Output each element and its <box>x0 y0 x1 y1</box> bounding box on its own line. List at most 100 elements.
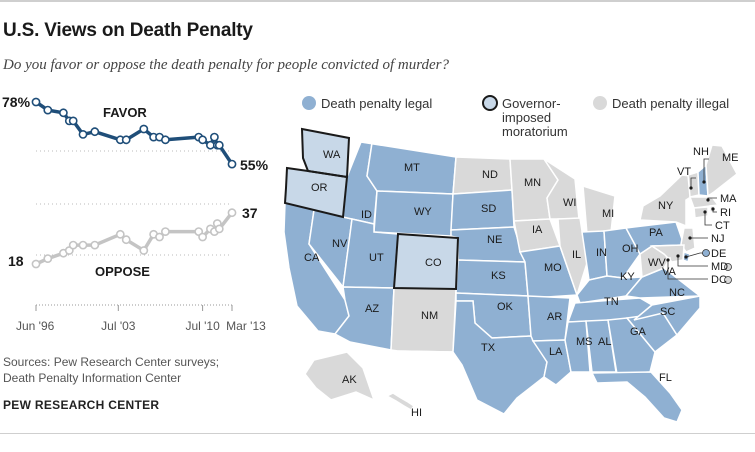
bottom-rule <box>0 433 755 434</box>
state-label: ME <box>722 152 739 164</box>
favor-point <box>160 135 170 145</box>
state-label: IA <box>532 224 543 236</box>
state-label: CO <box>425 257 442 269</box>
legend-moratorium-swatch <box>482 95 498 111</box>
state-label: DC <box>711 274 727 286</box>
state-label: ND <box>482 169 498 181</box>
state-label: IL <box>572 249 581 261</box>
leader-dot <box>689 186 693 190</box>
state-label: KS <box>491 270 506 282</box>
state-label: KY <box>620 271 635 283</box>
leader-dot <box>688 236 692 240</box>
moratorium-outline-or <box>283 166 349 219</box>
state-label: GA <box>630 326 647 338</box>
page-title: U.S. Views on Death Penalty <box>3 20 253 41</box>
state-me <box>705 144 738 198</box>
org-credit: PEW RESEARCH CENTER <box>3 398 160 412</box>
favor-point <box>78 129 88 139</box>
state-label: HI <box>411 407 422 419</box>
state-label: NH <box>693 146 709 158</box>
leader-dot <box>711 207 715 211</box>
source-line-1: Sources: Pew Research Center surveys; <box>3 355 220 369</box>
oppose-point <box>68 240 78 250</box>
state-ct <box>693 206 709 219</box>
state-label: MD <box>711 261 728 273</box>
callout-swatch-md <box>724 263 732 271</box>
callout-swatch-de <box>702 249 710 257</box>
state-label: SD <box>481 203 496 215</box>
state-label: OH <box>622 243 639 255</box>
opinion-line-chart: Jun '96 Jul '03 Jul '10 Mar '13 FAVOR OPPOS… <box>2 94 269 333</box>
favor-point <box>198 135 207 145</box>
leader-dot <box>702 180 706 184</box>
oppose-point <box>121 235 131 245</box>
legend-legal-swatch <box>302 96 316 110</box>
state-label: DE <box>711 248 726 260</box>
state-label: MT <box>404 162 420 174</box>
callout-swatch-dc <box>724 276 732 284</box>
state-label: NY <box>658 200 674 212</box>
state-wi <box>543 158 580 220</box>
x-tick-label: Jul '10 <box>185 319 220 333</box>
state-label: RI <box>720 207 731 219</box>
state-ms <box>564 320 591 373</box>
state-label: UT <box>369 252 384 264</box>
oppose-point <box>198 232 207 242</box>
oppose-point <box>139 246 149 255</box>
favor-point <box>227 159 237 169</box>
legend-illegal-swatch <box>593 96 607 110</box>
favor-series-label: FAVOR <box>103 105 147 120</box>
leader-line <box>667 260 708 280</box>
favor-point <box>68 116 78 126</box>
oppose-point <box>78 240 88 250</box>
state-label: TN <box>604 296 619 308</box>
state-label: VT <box>677 166 691 178</box>
leader-dot <box>703 210 707 214</box>
state-label: IN <box>596 247 607 259</box>
state-label: NM <box>421 310 438 322</box>
favor-point <box>139 124 149 134</box>
state-label: PA <box>649 227 664 239</box>
state-label: NJ <box>711 233 724 245</box>
oppose-point <box>227 208 237 218</box>
leader-line <box>703 158 709 182</box>
favor-point <box>31 97 41 107</box>
leader-line <box>704 212 712 226</box>
state-tx <box>397 300 548 415</box>
state-ak <box>304 351 376 402</box>
legend-moratorium-label: Governor- imposed moratorium <box>502 96 568 139</box>
state-hi <box>385 392 416 411</box>
state-label: NV <box>332 238 348 250</box>
state-il <box>557 217 588 298</box>
oppose-start-label: 18 <box>8 253 24 269</box>
state-label: CA <box>304 252 320 264</box>
state-fl <box>590 371 683 423</box>
leader-dot <box>676 254 680 258</box>
favor-point <box>214 140 224 150</box>
state-label: LA <box>549 346 563 358</box>
favor-point <box>90 127 100 137</box>
moratorium-outline-co <box>392 232 460 291</box>
state-label: MI <box>602 208 614 220</box>
leader-dot <box>706 198 710 202</box>
oppose-point <box>31 259 41 269</box>
state-label: FL <box>659 372 672 384</box>
state-label: MS <box>576 336 593 348</box>
subtitle: Do you favor or oppose the death penalty… <box>3 57 450 73</box>
x-tick-label: Mar '13 <box>226 319 266 333</box>
us-death-penalty-map: Death penalty legal Governor- imposed mo… <box>283 95 739 423</box>
state-label: VA <box>662 266 677 278</box>
state-label: AZ <box>365 303 379 315</box>
favor-end-label: 55% <box>240 157 269 173</box>
state-label: AK <box>342 374 357 386</box>
x-tick-label: Jun '96 <box>16 319 55 333</box>
state-nc <box>633 295 701 337</box>
state-label: MO <box>544 262 562 274</box>
state-label: TX <box>481 342 496 354</box>
oppose-point <box>160 227 170 236</box>
oppose-point <box>115 229 125 239</box>
top-rule <box>0 0 755 2</box>
state-label: AL <box>598 336 611 348</box>
oppose-end-label: 37 <box>242 205 258 221</box>
